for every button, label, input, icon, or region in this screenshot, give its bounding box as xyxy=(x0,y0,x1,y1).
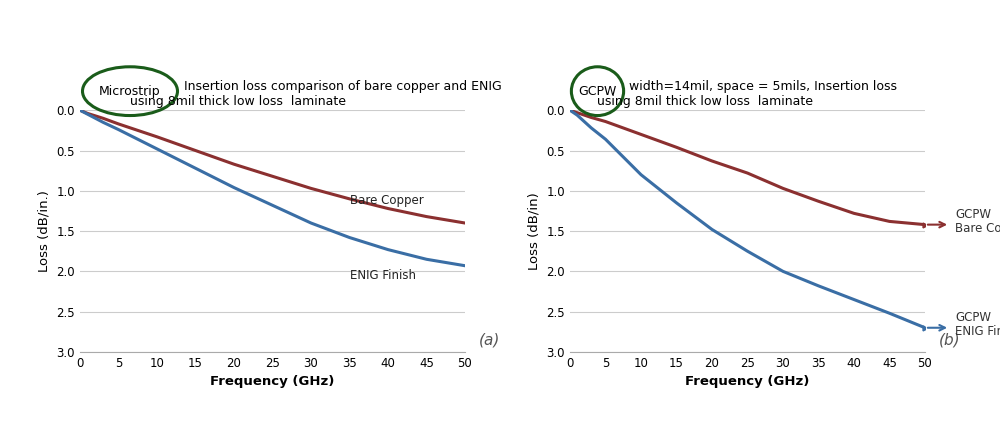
Text: GCPW: GCPW xyxy=(955,207,991,220)
Text: using 8mil thick low loss  laminate: using 8mil thick low loss laminate xyxy=(597,95,813,108)
X-axis label: Frequency (GHz): Frequency (GHz) xyxy=(685,375,810,388)
Text: ENIG Finish: ENIG Finish xyxy=(350,269,416,282)
Text: width=14mil, space = 5mils, Insertion loss: width=14mil, space = 5mils, Insertion lo… xyxy=(625,80,897,93)
Y-axis label: Loss (dB/in): Loss (dB/in) xyxy=(528,192,541,270)
Text: Bare Copper: Bare Copper xyxy=(955,222,1000,235)
Text: GCPW: GCPW xyxy=(578,85,617,98)
Text: (b): (b) xyxy=(939,333,961,348)
Text: Bare Copper: Bare Copper xyxy=(350,194,423,207)
Text: Microstrip: Microstrip xyxy=(99,85,161,98)
Y-axis label: Loss (dB/in.): Loss (dB/in.) xyxy=(38,190,51,272)
Text: GCPW: GCPW xyxy=(955,311,991,324)
X-axis label: Frequency (GHz): Frequency (GHz) xyxy=(210,375,335,388)
Text: Insertion loss comparison of bare copper and ENIG: Insertion loss comparison of bare copper… xyxy=(180,80,502,93)
Text: (a): (a) xyxy=(479,333,501,348)
Text: ENIG Finish: ENIG Finish xyxy=(955,326,1000,338)
Text: using 8mil thick low loss  laminate: using 8mil thick low loss laminate xyxy=(130,95,346,108)
